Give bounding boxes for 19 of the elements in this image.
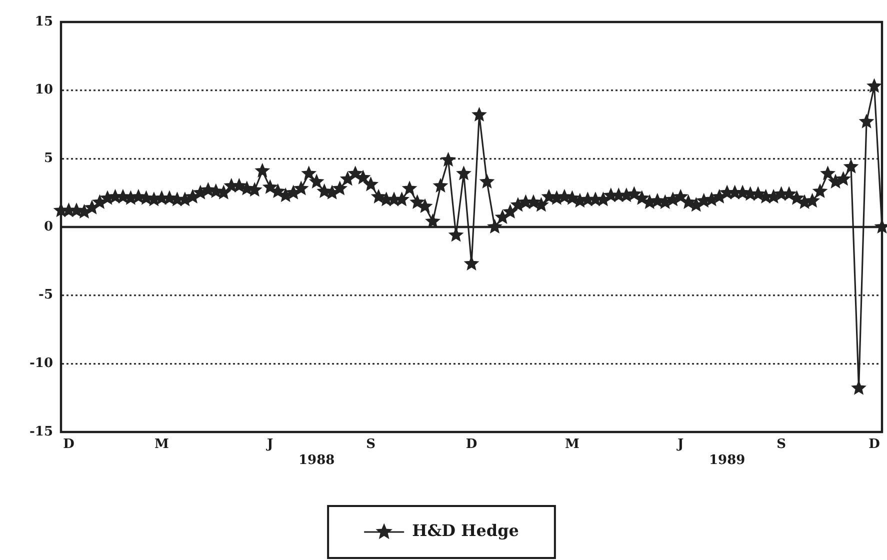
- x-tick-label: S: [776, 437, 786, 452]
- y-tick-label: 0: [44, 219, 53, 234]
- y-tick-label: 5: [44, 151, 53, 166]
- x-tick-label: J: [676, 437, 684, 452]
- y-tick-label: 15: [34, 14, 53, 30]
- x-tick-label: 1989: [709, 452, 746, 468]
- y-tick-label: -5: [38, 288, 53, 303]
- x-tick-label: 1988: [298, 452, 335, 468]
- x-tick-label: M: [154, 437, 169, 452]
- legend-label: H&D Hedge: [412, 521, 519, 540]
- x-tick-label: J: [266, 437, 274, 452]
- x-tick-label: D: [868, 437, 880, 452]
- x-tick-label: S: [366, 437, 376, 452]
- x-tick-label: D: [63, 437, 74, 452]
- x-tick-label: M: [564, 437, 580, 452]
- y-tick-label: -15: [30, 424, 53, 440]
- y-tick-label: -10: [30, 356, 53, 372]
- x-tick-label: D: [466, 437, 478, 452]
- y-tick-label: 10: [34, 82, 53, 98]
